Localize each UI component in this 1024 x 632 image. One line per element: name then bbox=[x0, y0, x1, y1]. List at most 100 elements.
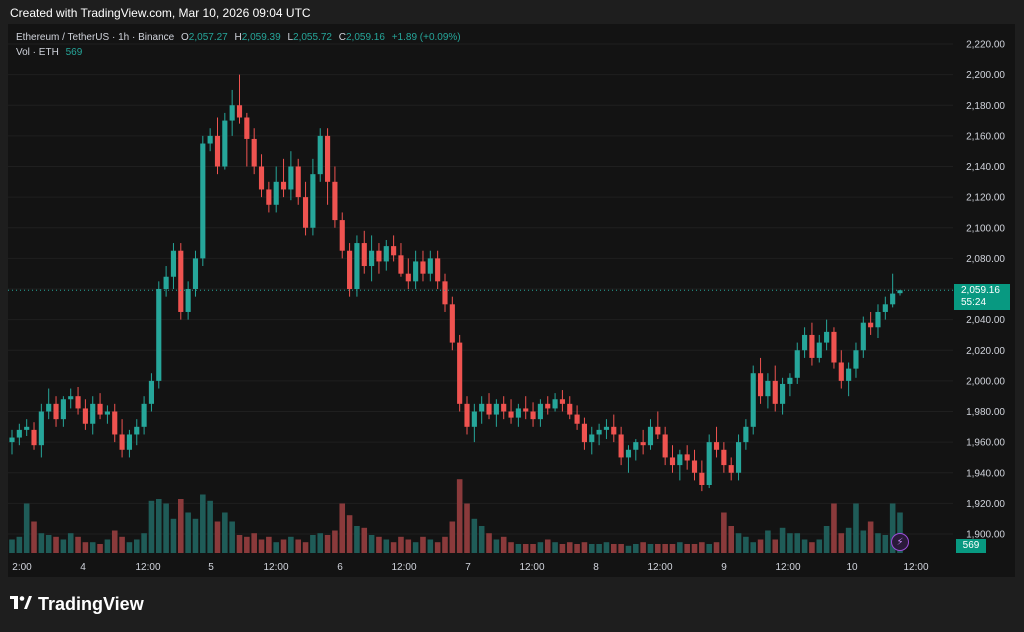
candle-body bbox=[625, 449, 632, 458]
candle-body bbox=[750, 373, 756, 427]
candle-body bbox=[515, 408, 521, 418]
low-label: L bbox=[287, 32, 294, 43]
volume-bar bbox=[126, 542, 133, 553]
candle-body bbox=[765, 380, 771, 397]
volume-bar bbox=[361, 527, 368, 553]
candle-body bbox=[369, 250, 375, 267]
volume-legend: Vol · ETH 569 bbox=[16, 47, 82, 58]
candle-body bbox=[266, 189, 272, 205]
volume-bar bbox=[38, 533, 45, 553]
candle-body bbox=[809, 334, 815, 358]
volume-bar bbox=[251, 533, 257, 553]
y-tick-label: 2,120.00 bbox=[966, 193, 1005, 204]
open-label: O bbox=[181, 32, 189, 43]
volume-bar bbox=[9, 539, 15, 553]
candle-body bbox=[53, 403, 59, 420]
bar-countdown: 55:24 bbox=[961, 297, 987, 308]
volume-bar bbox=[794, 533, 801, 553]
y-tick-label: 2,220.00 bbox=[966, 40, 1005, 51]
y-tick-label: 2,180.00 bbox=[966, 101, 1005, 112]
candle-body bbox=[802, 334, 808, 351]
volume-bar bbox=[875, 533, 881, 553]
volume-bars bbox=[9, 479, 903, 553]
candle-body bbox=[376, 250, 382, 262]
chart-panel[interactable] bbox=[8, 24, 1015, 577]
volume-bar bbox=[603, 542, 610, 553]
volume-bar bbox=[111, 530, 118, 553]
y-tick-label: 1,920.00 bbox=[966, 499, 1005, 510]
candle-body bbox=[347, 250, 353, 289]
candle-body bbox=[743, 426, 749, 443]
candle-body bbox=[589, 434, 595, 443]
candle-body bbox=[427, 258, 433, 274]
symbol-name[interactable]: Ethereum / TetherUS · 1h · Binance bbox=[16, 32, 175, 43]
volume-bar bbox=[53, 536, 59, 553]
candle-body bbox=[523, 408, 529, 412]
candle-body bbox=[119, 434, 125, 450]
candle-body bbox=[244, 117, 250, 139]
symbol-legend: Ethereum / TetherUS · 1h · Binance O2,05… bbox=[16, 32, 461, 43]
candle-body bbox=[875, 311, 881, 328]
volume-bar bbox=[97, 544, 103, 553]
x-tick-label: 8 bbox=[593, 562, 599, 573]
candle-body bbox=[713, 442, 720, 450]
volume-bar bbox=[669, 544, 676, 553]
y-tick-label: 1,940.00 bbox=[966, 468, 1005, 479]
candle-body bbox=[317, 135, 323, 175]
lightning-icon[interactable]: ⚡ bbox=[891, 533, 909, 551]
volume-bar bbox=[530, 544, 536, 553]
close-value: 2,059.16 bbox=[345, 32, 385, 43]
volume-bar bbox=[280, 539, 287, 553]
volume-bar bbox=[82, 542, 89, 553]
y-tick-label: 2,020.00 bbox=[966, 346, 1005, 357]
volume-bar bbox=[588, 544, 595, 553]
volume-bar bbox=[310, 535, 316, 553]
volume-bar bbox=[566, 542, 573, 553]
candle-body bbox=[148, 380, 155, 404]
volume-bar bbox=[831, 503, 837, 553]
volume-label[interactable]: Vol · ETH bbox=[16, 47, 59, 58]
candle-body bbox=[60, 399, 66, 420]
volume-bar bbox=[867, 521, 874, 553]
candle-body bbox=[647, 426, 654, 446]
candle-body bbox=[24, 426, 30, 430]
volume-bar bbox=[493, 539, 500, 553]
candle-body bbox=[75, 396, 81, 409]
candle-body bbox=[868, 322, 874, 328]
volume-bar bbox=[31, 521, 37, 553]
volume-bar bbox=[655, 544, 661, 553]
volume-bar bbox=[89, 542, 96, 553]
volume-bar bbox=[633, 544, 639, 553]
volume-bar bbox=[170, 518, 177, 553]
x-tick-label: 12:00 bbox=[647, 562, 672, 573]
tradingview-logo[interactable]: TradingView bbox=[10, 594, 144, 615]
volume-bar bbox=[427, 539, 434, 553]
candle-body bbox=[508, 411, 514, 418]
open-value: 2,057.27 bbox=[188, 32, 228, 43]
candle-body bbox=[325, 135, 331, 182]
volume-bar bbox=[625, 545, 632, 553]
volume-bar bbox=[434, 542, 441, 553]
volume-bar bbox=[178, 499, 184, 553]
candle-body bbox=[310, 174, 316, 228]
candle-body bbox=[501, 403, 507, 412]
candle-body bbox=[457, 342, 463, 404]
candle-body bbox=[596, 429, 602, 435]
x-tick-label: 12:00 bbox=[135, 562, 160, 573]
candle-body bbox=[581, 423, 587, 443]
volume-bar bbox=[537, 542, 544, 553]
volume-bar bbox=[45, 535, 52, 553]
volume-bar bbox=[559, 544, 566, 553]
volume-bar bbox=[141, 533, 147, 553]
candle-body bbox=[207, 135, 213, 144]
candle-body bbox=[691, 460, 698, 473]
candle-body bbox=[853, 350, 859, 369]
candle-body bbox=[405, 273, 411, 282]
candle-body bbox=[486, 403, 492, 415]
candle-body bbox=[9, 437, 15, 443]
volume-bar bbox=[192, 518, 199, 553]
candle-body bbox=[214, 135, 221, 167]
candle-body bbox=[391, 246, 397, 256]
candle-body bbox=[126, 434, 132, 450]
